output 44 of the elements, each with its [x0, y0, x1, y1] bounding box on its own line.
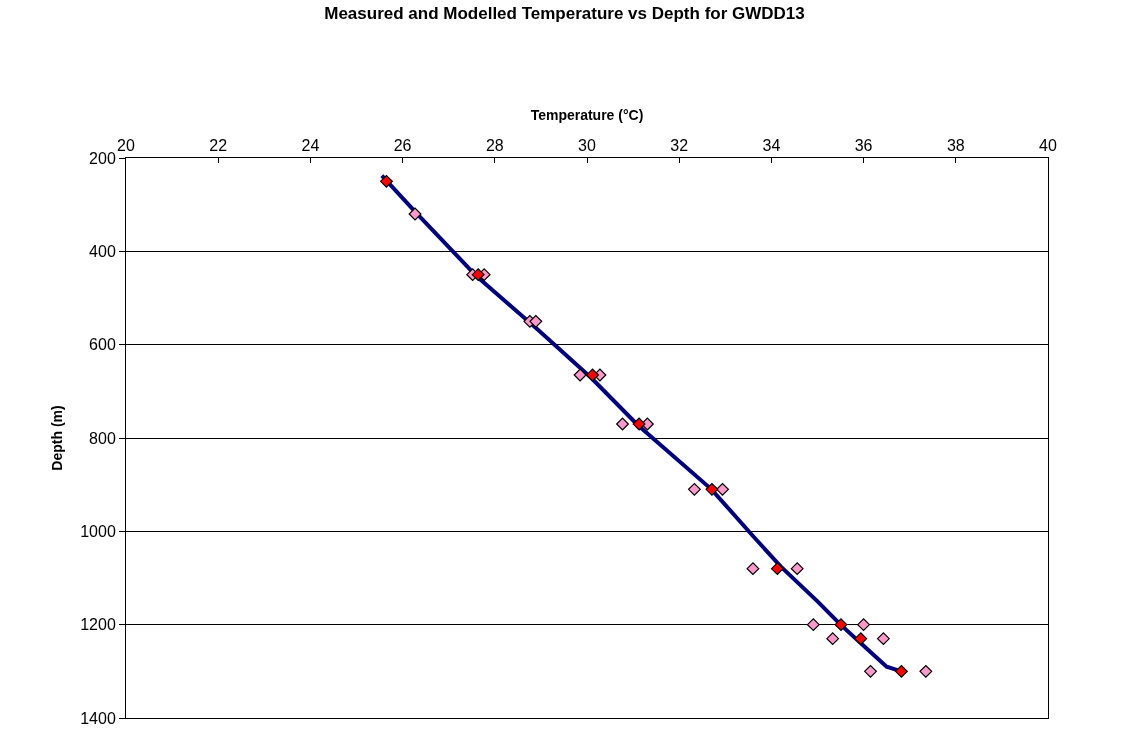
- point: [894, 664, 908, 678]
- point: [616, 417, 629, 431]
- y-tick-label: 1200: [80, 616, 116, 634]
- point: [746, 562, 760, 576]
- point: [790, 562, 804, 576]
- y-tick-label: 600: [89, 336, 116, 354]
- point: [834, 618, 848, 632]
- point: [705, 482, 719, 496]
- point: [876, 632, 890, 646]
- x-tick-label: 24: [301, 136, 320, 154]
- x-tick-label: 26: [393, 136, 412, 154]
- x-tick-label: 38: [946, 136, 965, 154]
- x-tick-label: 36: [854, 136, 873, 154]
- y-tick-label: 400: [89, 242, 116, 260]
- x-tick-label: 30: [578, 136, 596, 154]
- point: [857, 618, 871, 632]
- y-tick-label: 800: [89, 429, 116, 447]
- point: [408, 207, 422, 221]
- x-tick-label: 32: [670, 136, 689, 154]
- point: [854, 632, 868, 646]
- point: [687, 482, 701, 496]
- chart-title: Measured and Modelled Temperature vs Depth for GWDD13: [324, 4, 805, 24]
- point: [770, 562, 784, 576]
- y-axis-title: Depth (m): [48, 405, 65, 471]
- x-tick-label: 40: [1039, 136, 1057, 154]
- point: [632, 417, 646, 431]
- point: [716, 482, 729, 496]
- x-tick-label: 28: [485, 136, 504, 154]
- point: [826, 632, 840, 646]
- x-axis-title: Temperature (°C): [530, 107, 644, 124]
- point: [864, 664, 877, 678]
- y-tick-label: 1400: [80, 709, 116, 727]
- y-tick-label: 200: [89, 149, 116, 167]
- x-tick-label: 22: [209, 136, 228, 154]
- y-tick-label: 1000: [80, 522, 116, 540]
- point: [471, 268, 485, 282]
- point: [806, 618, 820, 632]
- point: [919, 664, 933, 678]
- point: [586, 368, 599, 382]
- point: [380, 174, 393, 188]
- x-tick-label: 34: [762, 136, 781, 154]
- x-tick-label: 20: [117, 136, 135, 154]
- point: [529, 314, 543, 328]
- point: [573, 368, 587, 382]
